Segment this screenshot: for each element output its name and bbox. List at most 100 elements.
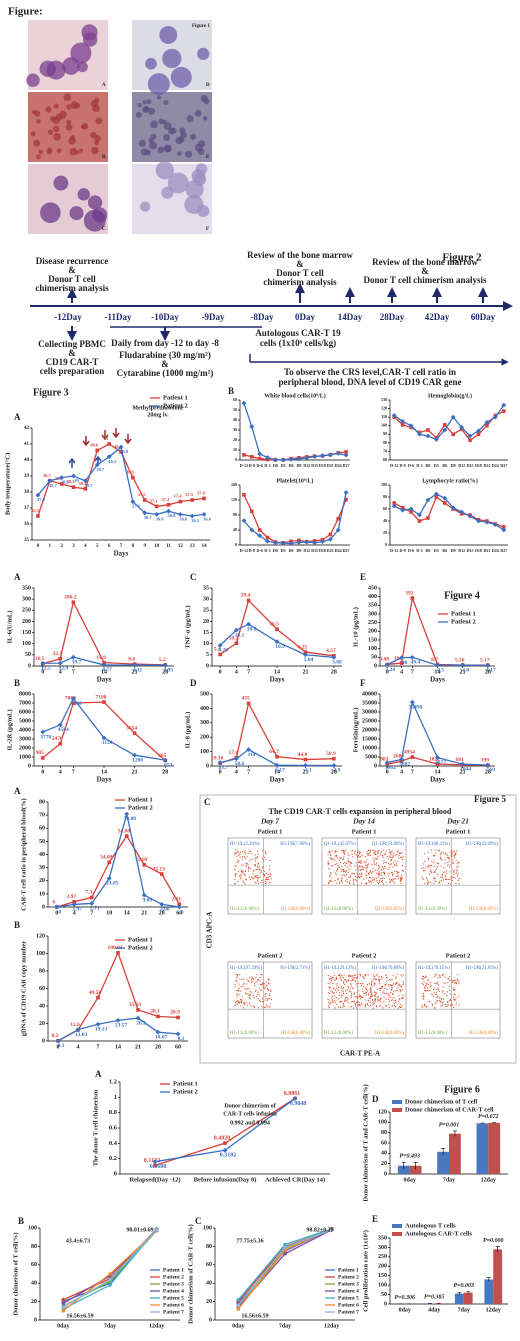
x-tick-label: Before infusion(Day 0): [194, 1176, 257, 1183]
event-dot: [244, 853, 247, 855]
data-label: 0.1: [58, 1043, 65, 1049]
data-label: 36.6: [203, 516, 212, 521]
event-dot: [374, 977, 376, 979]
event-dot: [353, 1000, 355, 1003]
panel-frame: [199, 794, 517, 1064]
event-dot: [398, 854, 400, 857]
data-label: 36.5: [191, 518, 200, 523]
event-dot: [329, 852, 331, 854]
data-label: 37.6: [197, 490, 206, 495]
data-point: [492, 522, 498, 527]
event-dot: [247, 852, 249, 854]
x-tick-label: D-9: [400, 463, 406, 468]
event-text: Donor T cell: [276, 268, 324, 278]
y-tick-label: 4000: [19, 727, 31, 733]
cell: [26, 73, 40, 87]
data-label: 7500: [71, 701, 82, 707]
y-tick-label: 200: [22, 619, 31, 625]
y-axis-label: IL-8 (pg/mL): [184, 712, 191, 749]
arrow: [68, 455, 102, 468]
y-tick-label: 60: [206, 1262, 212, 1268]
event-dot: [380, 976, 383, 978]
event-dot: [443, 982, 445, 984]
y-tick-label: 15000: [362, 736, 377, 742]
event-dot: [434, 877, 436, 880]
event-dot: [251, 858, 253, 861]
figure-2: Figure 2 Disease recurrence & Donor T ce…: [30, 250, 513, 387]
event-dot: [348, 881, 350, 883]
cell: [149, 141, 158, 150]
event-dot: [449, 871, 451, 873]
panel-label: B: [18, 1216, 24, 1226]
x-tick-label: D6: [442, 548, 447, 553]
y-tick-label: 500: [200, 691, 209, 697]
data-label: 25.13: [153, 866, 166, 872]
data-label: 37.5: [185, 492, 194, 497]
event-dot: [376, 850, 379, 852]
event-dot: [422, 870, 424, 872]
quadrant-label: H1-UR(21.85%): [466, 966, 499, 971]
event-dot: [240, 1005, 242, 1007]
x-tick-label: D15: [311, 463, 318, 468]
event-dot: [437, 987, 439, 989]
event-dot: [393, 996, 395, 999]
event-dot: [237, 860, 240, 863]
data-point: [433, 437, 439, 442]
event-dot: [428, 858, 430, 861]
panel-label: B: [14, 920, 20, 930]
event-dot: [387, 998, 390, 1000]
panel-label: D: [206, 83, 210, 88]
event-dot: [268, 983, 270, 985]
x-tick-label: D-3: [264, 548, 270, 553]
event-dot: [339, 857, 341, 859]
event-dot: [370, 987, 372, 989]
event-dot: [402, 994, 404, 996]
y-tick-label: 37: [24, 506, 30, 511]
event-dot: [389, 1000, 391, 1002]
event-dot: [371, 881, 373, 883]
event-dot: [373, 1002, 375, 1004]
x-tick-label: 1: [49, 544, 52, 549]
data-point: [501, 409, 506, 413]
data-label: 35.63: [129, 1002, 142, 1008]
bar: [484, 1279, 494, 1304]
y-tick-label: 0: [42, 1038, 45, 1044]
data-point: [40, 729, 46, 735]
event-dot: [243, 870, 245, 872]
event-dot: [249, 860, 251, 862]
event-dot: [458, 980, 460, 982]
event-dot: [347, 987, 350, 989]
x-tick-label: D-12: [240, 548, 248, 553]
event-text: cells (1x10⁶ cells/kg): [260, 338, 336, 348]
data-point: [331, 763, 337, 768]
event-dot: [357, 856, 359, 858]
event-dot: [265, 878, 267, 881]
y-tick-label: 20: [381, 1161, 387, 1167]
event-dot: [423, 994, 425, 996]
event-dot: [391, 856, 394, 859]
event-dot: [447, 1004, 449, 1006]
data-point: [391, 413, 397, 418]
event-dot: [343, 856, 345, 858]
event-dot: [369, 877, 372, 879]
event-dot: [269, 865, 271, 867]
data-point: [343, 490, 349, 495]
event-dot: [383, 860, 385, 862]
x-tick-label: 28: [485, 769, 491, 775]
y-tick-label: 0: [374, 763, 377, 769]
data-point: [426, 516, 430, 520]
series-line: [386, 656, 488, 666]
event-dot: [375, 1005, 377, 1007]
event-dot: [448, 985, 450, 987]
event-dot: [243, 983, 245, 985]
event-dot: [367, 974, 369, 976]
data-point: [154, 512, 159, 517]
event-dot: [342, 858, 344, 861]
event-dot: [343, 1000, 346, 1002]
data-label: 4.57: [326, 648, 336, 654]
y-tick-label: 40: [381, 1151, 387, 1157]
event-dot: [335, 997, 337, 999]
event-dot: [256, 995, 258, 998]
event-dot: [262, 987, 264, 989]
data-point: [344, 497, 348, 502]
